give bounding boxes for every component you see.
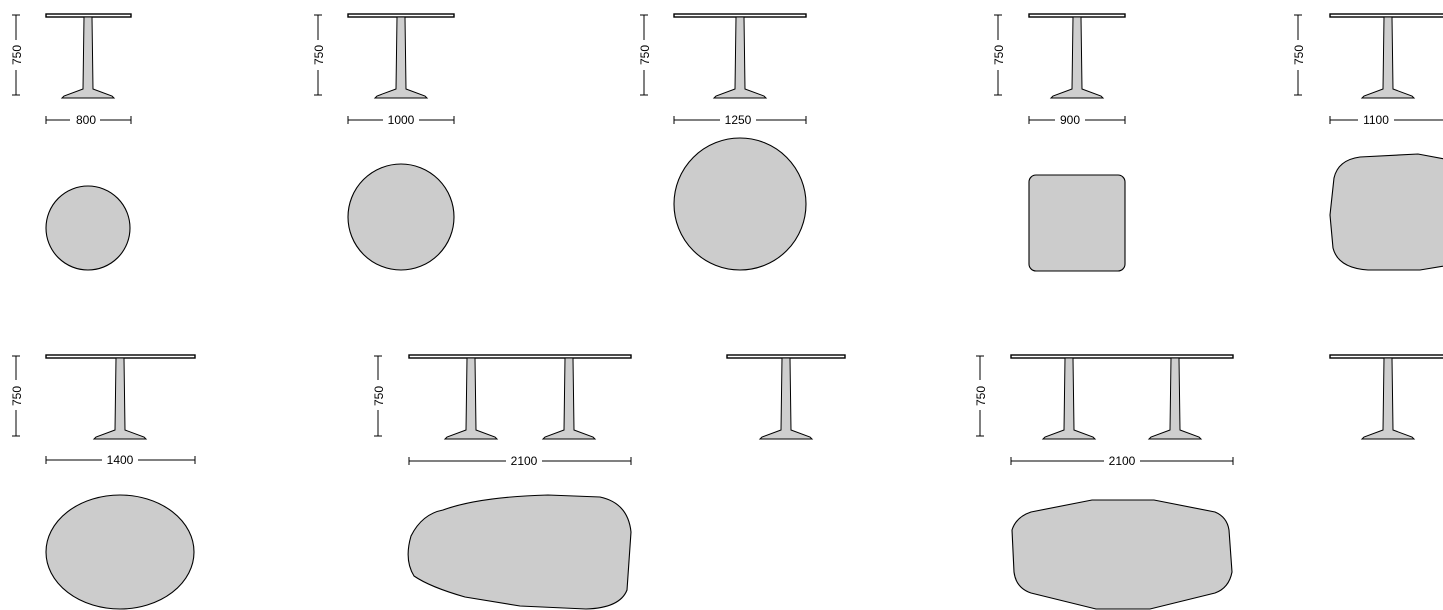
elevation-view (45, 354, 196, 440)
plan-view-round (347, 163, 455, 271)
height-dimension: 750 (990, 14, 1006, 96)
height-dimension: 750 (8, 14, 24, 96)
width-dimension: 1250 (673, 112, 807, 127)
pedestal-base (1148, 357, 1202, 440)
pedestal-base (713, 16, 767, 99)
width-dimension: 900 (1028, 112, 1126, 127)
elevation-view (673, 13, 807, 99)
pedestal-base (93, 357, 147, 440)
plan-view-square (1028, 174, 1126, 272)
height-label: 750 (992, 45, 1006, 65)
height-dimension: 750 (972, 355, 988, 437)
table-round-1000: 750 1000 (310, 13, 455, 271)
height-label: 750 (312, 45, 326, 65)
pedestal-base (374, 16, 428, 99)
pedestal-base (61, 16, 115, 99)
width-label: 1000 (388, 113, 415, 127)
width-label: 900 (1060, 113, 1080, 127)
height-dimension: 750 (8, 355, 24, 437)
height-label: 750 (10, 45, 24, 65)
height-dimension: 750 (636, 14, 652, 96)
pedestal-base (759, 357, 813, 440)
elevation-view (1329, 13, 1443, 99)
elevation-view (1028, 13, 1126, 99)
pedestal-base (1050, 16, 1104, 99)
width-label: 2100 (1109, 454, 1136, 468)
width-dimension: 2100 (1010, 453, 1234, 468)
pedestal-base (444, 357, 498, 440)
width-dimension: 1100 (1329, 112, 1443, 127)
side-elevation-view (726, 354, 846, 440)
plan-view-oval (45, 494, 195, 610)
table-faceted-2100: 750 2100 (972, 354, 1234, 610)
table-oval-1400: 750 1400 (8, 354, 196, 610)
elevation-view (347, 13, 455, 99)
table-organic-2100: 750 2100 (370, 354, 846, 610)
tabletop-edge (408, 354, 632, 359)
table-soft-square-1100: 750 1100 (1290, 13, 1443, 271)
width-dimension: 1000 (347, 112, 455, 127)
height-dimension: 750 (370, 355, 386, 437)
height-label: 750 (10, 386, 24, 406)
pedestal-base (1042, 357, 1096, 440)
width-label: 800 (76, 113, 96, 127)
elevation-view (408, 354, 632, 440)
width-label: 2100 (511, 454, 538, 468)
height-dimension: 750 (1290, 14, 1306, 96)
width-dimension: 1400 (45, 452, 196, 467)
width-dimension: 800 (45, 112, 132, 127)
height-label: 750 (974, 386, 988, 406)
pedestal-base (1361, 357, 1415, 440)
pedestal-base (1361, 16, 1415, 99)
tabletop-edge (1010, 354, 1234, 359)
plan-view-soft-square (1329, 153, 1443, 271)
width-label: 1100 (1363, 113, 1389, 127)
elevation-view (45, 13, 132, 99)
pedestal-base (542, 357, 596, 440)
width-dimension: 2100 (408, 453, 632, 468)
plan-view-round (673, 137, 807, 271)
height-dimension: 750 (310, 14, 326, 96)
width-label: 1250 (725, 113, 752, 127)
plan-view-faceted (1011, 499, 1233, 610)
width-label: 1400 (107, 453, 134, 467)
table-round-1250: 750 1250 (636, 13, 807, 271)
table-elevation-cropped (1329, 354, 1443, 440)
plan-view-round (45, 185, 131, 271)
height-label: 750 (1292, 45, 1306, 65)
height-label: 750 (372, 386, 386, 406)
table-round-800: 750 800 (8, 13, 132, 271)
plan-view-organic (407, 494, 632, 610)
height-label: 750 (638, 45, 652, 65)
elevation-view (1010, 354, 1234, 440)
table-square-900: 750 900 (990, 13, 1126, 272)
